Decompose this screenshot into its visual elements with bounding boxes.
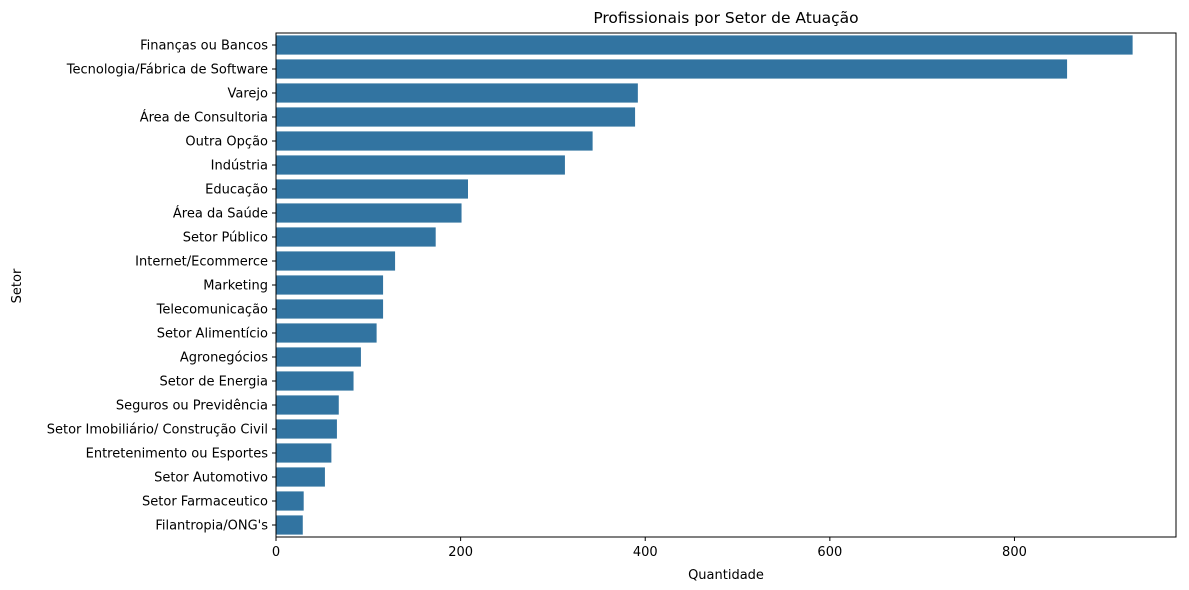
bar [276,59,1068,79]
bar [276,347,361,367]
y-tick-label: Setor Imobiliário/ Construção Civil [47,423,268,438]
x-ticks: 0 200 400 600 800 [272,537,1027,560]
x-tick-label: 600 [817,545,842,560]
y-tick-label: Setor Alimentício [157,327,268,342]
bar [276,443,332,463]
plot-frame [275,32,1177,538]
bar [276,371,354,391]
y-tick-label: Varejo [228,87,269,102]
bar [276,83,638,103]
y-tick-label: Entretenimento ou Esportes [86,447,269,462]
bar [276,395,339,415]
y-tick-label: Outra Opção [185,135,268,150]
bar [276,131,593,151]
bar [276,491,304,511]
chart-title: Profissionais por Setor de Atuação [593,9,858,27]
bar [276,275,384,295]
bar [276,107,636,127]
bar [276,227,436,247]
y-tick-label: Setor Público [183,231,268,246]
x-tick-label: 800 [1002,545,1027,560]
x-tick-label: 0 [272,545,280,560]
x-axis-label: Quantidade [688,568,764,583]
y-tick-label: Marketing [203,279,268,294]
y-tick-labels: Finanças ou Bancos Tecnologia/Fábrica de … [47,39,276,534]
bars-group [276,35,1133,535]
bar [276,299,384,319]
x-tick-label: 200 [448,545,473,560]
bar [276,323,377,343]
x-tick-label: 400 [633,545,658,560]
y-tick-label: Setor Farmaceutico [142,495,268,510]
y-axis-label: Setor [10,268,25,303]
bar [276,35,1133,55]
y-tick-label: Setor de Energia [159,375,268,390]
y-tick-label: Telecomunicação [156,303,268,318]
y-tick-label: Finanças ou Bancos [140,39,268,54]
bar [276,179,468,199]
y-tick-label: Área de Consultoria [140,110,268,126]
bar [276,419,337,439]
y-tick-label: Indústria [211,159,268,174]
y-tick-label: Área da Saúde [173,206,268,222]
y-tick-label: Tecnologia/Fábrica de Software [66,63,268,78]
bar [276,467,325,487]
bar [276,203,462,223]
y-tick-label: Educação [205,183,268,198]
bar [276,155,565,175]
y-tick-label: Filantropia/ONG's [155,519,268,534]
y-tick-label: Setor Automotivo [154,471,268,486]
bar [276,251,396,271]
y-tick-label: Agronegócios [180,351,268,366]
y-tick-label: Internet/Ecommerce [135,255,268,270]
bar [276,515,303,535]
y-tick-label: Seguros ou Previdência [116,399,268,414]
